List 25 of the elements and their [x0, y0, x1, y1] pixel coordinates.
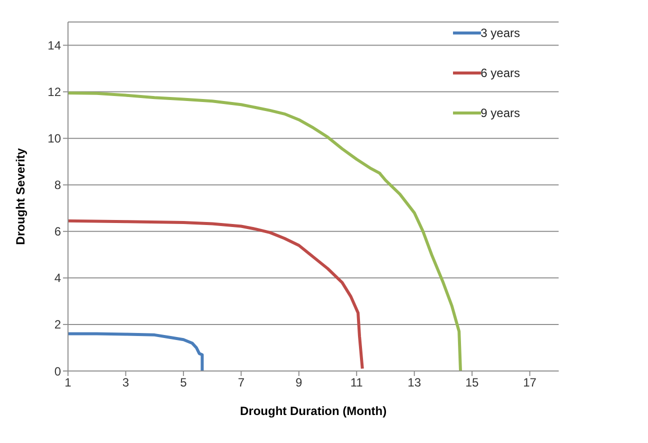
y-tick-label: 4 — [54, 271, 62, 286]
x-axis-title: Drought Duration (Month) — [240, 404, 387, 418]
legend-label: 6 years — [480, 66, 520, 80]
line-series — [68, 91, 462, 371]
x-tick-label: 17 — [523, 376, 537, 390]
x-tick-label: 13 — [408, 376, 422, 390]
line-series — [68, 332, 204, 371]
y-tick-label: 12 — [48, 85, 62, 100]
y-tick-label: 6 — [54, 224, 62, 239]
x-tick-label: 9 — [296, 376, 303, 390]
y-axis-title: Drought Severity — [13, 148, 28, 245]
x-tick-label: 1 — [64, 376, 72, 390]
y-tick-label: 0 — [54, 364, 62, 378]
y-tick-label: 14 — [48, 38, 62, 53]
y-tick-label: 8 — [54, 178, 62, 192]
x-tick-label: 7 — [238, 376, 245, 390]
line-series — [68, 219, 364, 370]
x-tick-label: 11 — [350, 376, 364, 390]
y-tick-label: 2 — [54, 318, 62, 332]
x-tick-label: 5 — [180, 376, 188, 390]
legend-label: 9 years — [480, 106, 520, 120]
x-tick-label: 15 — [465, 376, 480, 390]
x-tick-label: 3 — [122, 376, 130, 390]
legend-label: 3 years — [480, 26, 520, 40]
y-tick-label: 10 — [48, 132, 62, 146]
